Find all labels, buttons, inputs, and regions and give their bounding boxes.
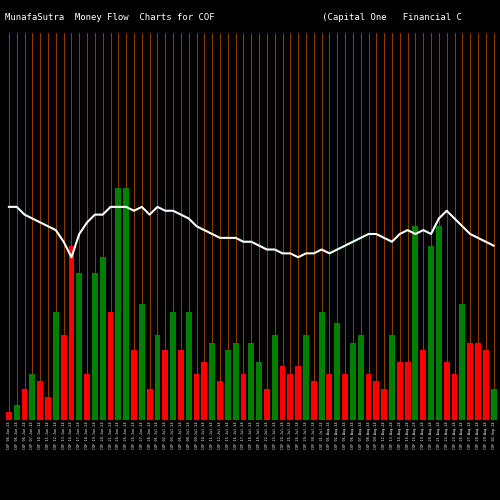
Bar bbox=[374, 381, 380, 420]
Bar bbox=[22, 389, 28, 420]
Bar bbox=[45, 397, 51, 420]
Bar bbox=[162, 350, 168, 420]
Bar bbox=[475, 342, 481, 420]
Bar bbox=[139, 304, 144, 420]
Bar bbox=[146, 389, 152, 420]
Bar bbox=[6, 412, 12, 420]
Bar bbox=[342, 374, 348, 420]
Bar bbox=[295, 366, 301, 420]
Bar bbox=[318, 312, 324, 420]
Bar bbox=[420, 350, 426, 420]
Bar bbox=[272, 335, 278, 420]
Bar bbox=[326, 374, 332, 420]
Bar bbox=[209, 342, 215, 420]
Bar bbox=[428, 246, 434, 420]
Bar bbox=[178, 350, 184, 420]
Bar bbox=[68, 246, 74, 420]
Bar bbox=[358, 335, 364, 420]
Bar bbox=[108, 312, 114, 420]
Bar bbox=[460, 304, 466, 420]
Bar bbox=[30, 374, 36, 420]
Bar bbox=[436, 226, 442, 420]
Bar bbox=[84, 374, 90, 420]
Bar bbox=[490, 389, 496, 420]
Bar bbox=[311, 381, 316, 420]
Bar bbox=[444, 362, 450, 420]
Bar bbox=[381, 389, 387, 420]
Bar bbox=[154, 335, 160, 420]
Bar bbox=[264, 389, 270, 420]
Bar bbox=[217, 381, 223, 420]
Bar bbox=[202, 362, 207, 420]
Bar bbox=[194, 374, 200, 420]
Bar bbox=[350, 342, 356, 420]
Bar bbox=[483, 350, 488, 420]
Bar bbox=[116, 188, 121, 420]
Bar bbox=[92, 273, 98, 420]
Bar bbox=[225, 350, 230, 420]
Bar bbox=[170, 312, 176, 420]
Bar bbox=[412, 226, 418, 420]
Bar bbox=[397, 362, 402, 420]
Bar bbox=[14, 404, 20, 420]
Bar bbox=[366, 374, 372, 420]
Bar bbox=[467, 342, 473, 420]
Bar bbox=[186, 312, 192, 420]
Bar bbox=[288, 374, 294, 420]
Bar bbox=[452, 374, 458, 420]
Bar bbox=[131, 350, 137, 420]
Bar bbox=[248, 342, 254, 420]
Bar bbox=[389, 335, 395, 420]
Bar bbox=[123, 188, 129, 420]
Bar bbox=[232, 342, 238, 420]
Bar bbox=[280, 366, 285, 420]
Bar bbox=[404, 362, 410, 420]
Bar bbox=[60, 335, 66, 420]
Bar bbox=[76, 273, 82, 420]
Bar bbox=[240, 374, 246, 420]
Bar bbox=[334, 323, 340, 420]
Bar bbox=[100, 257, 105, 420]
Bar bbox=[53, 312, 59, 420]
Bar bbox=[256, 362, 262, 420]
Bar bbox=[37, 381, 43, 420]
Text: MunafaSutra  Money Flow  Charts for COF                    (Capital One   Financ: MunafaSutra Money Flow Charts for COF (C… bbox=[5, 12, 462, 22]
Bar bbox=[303, 335, 309, 420]
